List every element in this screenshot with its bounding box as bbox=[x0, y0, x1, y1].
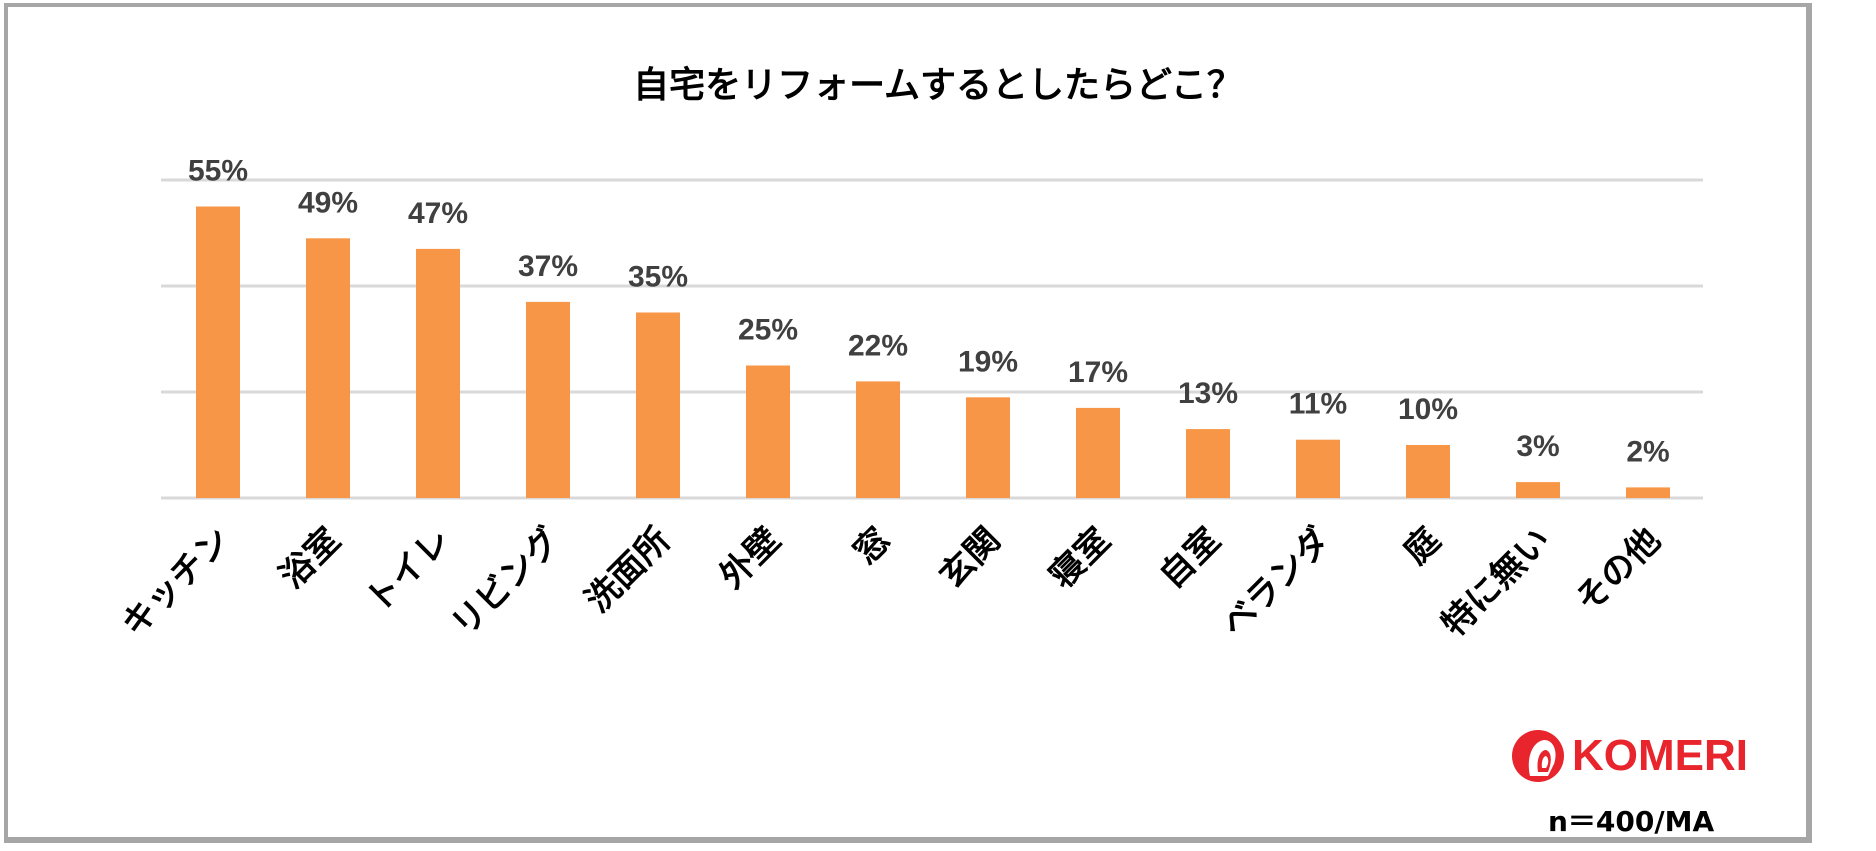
data-label: 2% bbox=[1626, 435, 1669, 468]
data-label: 10% bbox=[1398, 393, 1458, 426]
x-tick-label: リビング bbox=[444, 520, 568, 644]
data-label: 55% bbox=[188, 155, 248, 188]
bar bbox=[1626, 487, 1670, 498]
data-label: 17% bbox=[1068, 356, 1128, 389]
x-tick-label: ベランダ bbox=[1214, 520, 1338, 644]
data-label: 37% bbox=[518, 250, 578, 283]
data-label: 47% bbox=[408, 197, 468, 230]
bar bbox=[196, 206, 240, 498]
data-label: 49% bbox=[298, 186, 358, 219]
data-label: 19% bbox=[958, 345, 1018, 378]
bar bbox=[416, 248, 460, 498]
bar bbox=[966, 397, 1010, 498]
bar bbox=[1076, 407, 1120, 498]
x-tick-label: 玄関 bbox=[932, 520, 1008, 596]
bar bbox=[856, 381, 900, 498]
x-tick-label: 寝室 bbox=[1042, 520, 1118, 596]
bar bbox=[1516, 482, 1560, 498]
x-tick-label: その他 bbox=[1568, 520, 1668, 620]
x-tick-label: 浴室 bbox=[272, 520, 348, 596]
x-tick-label: 外壁 bbox=[712, 520, 788, 596]
komeri-rooster-icon bbox=[1512, 730, 1564, 782]
bar bbox=[636, 312, 680, 498]
brand-name: KOMERI bbox=[1572, 731, 1748, 780]
bar bbox=[1186, 429, 1230, 498]
data-label: 3% bbox=[1516, 430, 1559, 463]
x-tick-label: 特に無い bbox=[1434, 520, 1558, 644]
x-tick-label: キッチン bbox=[114, 520, 238, 644]
x-tick-label: トイレ bbox=[358, 520, 458, 620]
x-tick-label: 窓 bbox=[846, 520, 898, 572]
data-label: 25% bbox=[738, 314, 798, 347]
chart-title: 自宅をリフォームするとしたらどこ？ bbox=[633, 65, 1243, 106]
data-label: 35% bbox=[628, 261, 688, 294]
bar bbox=[306, 238, 350, 499]
data-label: 13% bbox=[1178, 377, 1238, 410]
bar bbox=[746, 365, 790, 498]
data-label: 11% bbox=[1289, 388, 1347, 421]
bar bbox=[526, 301, 570, 498]
x-tick-label: 庭 bbox=[1396, 520, 1448, 572]
komeri-logo: KOMERI bbox=[1510, 728, 1748, 784]
bar bbox=[1406, 445, 1450, 498]
x-tick-label: 洗面所 bbox=[578, 520, 678, 620]
x-tick-label: 自室 bbox=[1152, 520, 1228, 596]
data-label: 22% bbox=[848, 329, 908, 362]
bar bbox=[1296, 439, 1340, 498]
chart-frame bbox=[4, 3, 1812, 843]
sample-note: n＝400/MA bbox=[1548, 805, 1715, 838]
